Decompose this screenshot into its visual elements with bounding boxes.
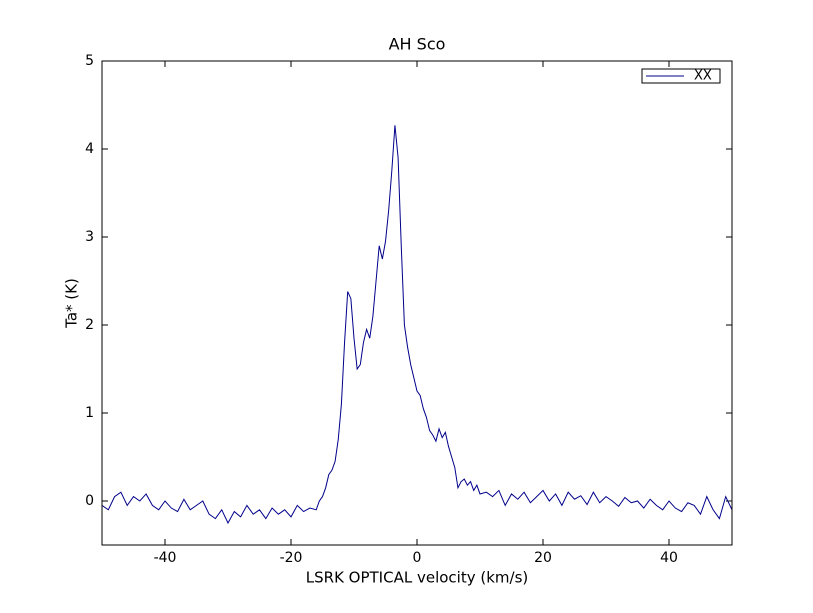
x-tick-label: 20 [534,550,552,566]
x-tick-label: 40 [660,550,678,566]
y-tick-label: 0 [85,493,94,509]
y-tick-label: 5 [85,53,94,69]
y-tick-label: 2 [85,317,94,333]
legend-label: XX [694,69,712,84]
x-tick-label: -20 [280,550,303,566]
x-axis-label: LSRK OPTICAL velocity (km/s) [306,569,528,587]
y-tick-label: 3 [85,229,94,245]
y-tick-label: 1 [85,405,94,421]
plot-frame [101,60,733,546]
spectrum-line [101,125,733,525]
y-axis-label: Ta* (K) [63,278,81,329]
y-tick-label: 4 [85,141,94,157]
chart-title: AH Sco [389,35,446,54]
x-tick-label: 0 [413,550,422,566]
x-tick-label: -40 [154,550,177,566]
